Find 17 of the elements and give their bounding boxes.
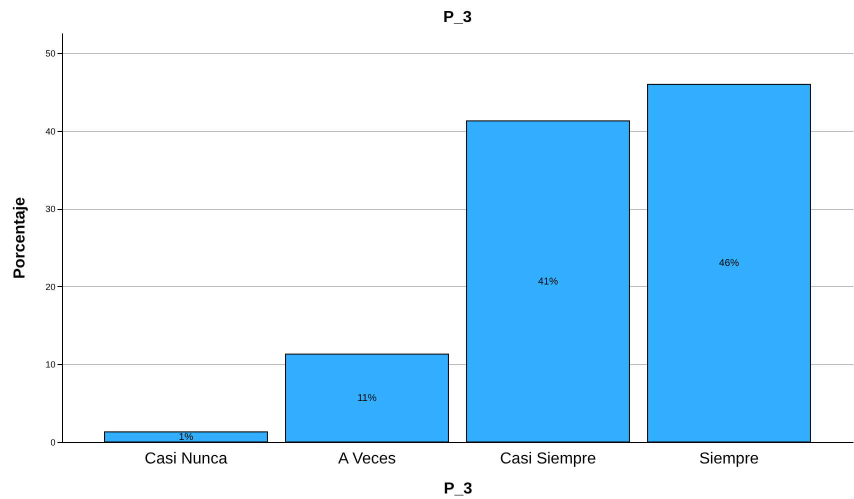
- data-label: 41%: [538, 276, 558, 288]
- data-label: 46%: [719, 258, 740, 270]
- x-tick-label: Siempre: [699, 450, 759, 468]
- x-tick-label: Casi Siempre: [500, 450, 596, 468]
- data-label: 1%: [178, 432, 194, 443]
- y-tick-label: 50: [45, 48, 56, 59]
- y-tick-label: 10: [45, 360, 56, 370]
- chart-title: P_3: [443, 9, 472, 26]
- y-tick-label: 40: [45, 126, 56, 136]
- y-tick-label: 20: [45, 282, 56, 292]
- y-tick-label: 0: [50, 438, 56, 448]
- data-label: 11%: [357, 393, 377, 404]
- x-tick-label: Casi Nunca: [144, 450, 228, 468]
- x-tick-label: A Veces: [338, 450, 396, 468]
- y-tick-label: 30: [45, 204, 56, 214]
- y-axis-title: Porcentaje: [11, 196, 28, 279]
- x-axis-title: P_3: [444, 480, 472, 498]
